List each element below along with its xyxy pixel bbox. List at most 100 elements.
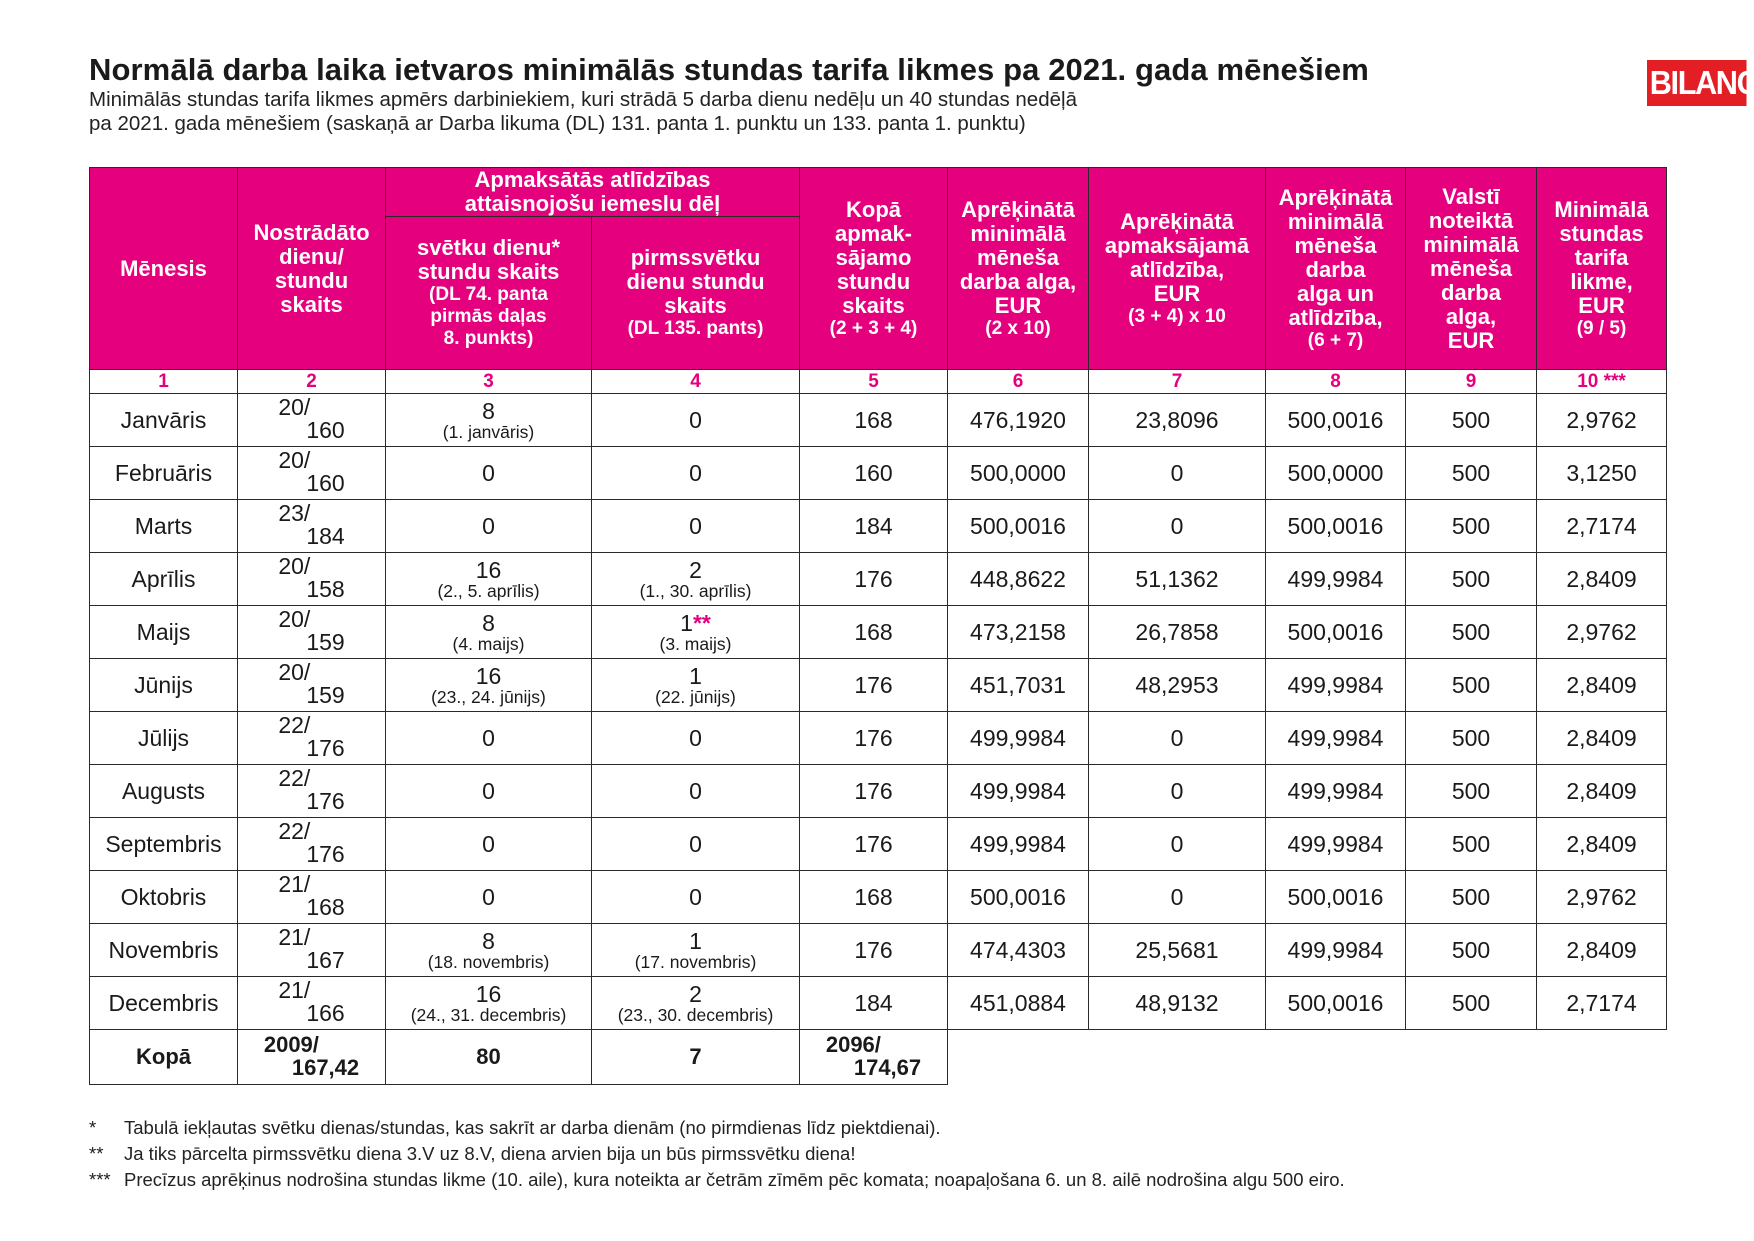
totals-empty (948, 1030, 1667, 1085)
cell-calc-sum: 499,9984 (1265, 658, 1406, 712)
cell-rate: 2,8409 (1536, 817, 1667, 871)
cell-total-hours: 176 (799, 711, 948, 765)
column-number: 5 (799, 369, 948, 394)
table-row: Oktobris 21/168 0 0 168 500,0016 0 500,0016 500 2… (89, 870, 1667, 924)
totals-days-hours: 2009/167,42 (237, 1029, 386, 1085)
table-row: Maijs 20/159 8 (4. maijs) 1** (3. maijs) 168 47… (89, 605, 1667, 659)
cell-holiday: 16 (2., 5. aprīlis) (385, 552, 592, 606)
page-subtitle: Minimālās stundas tarifa likmes apmērs d… (89, 88, 1439, 136)
cell-state-wage: 500 (1405, 817, 1537, 871)
cell-days-hours: 20/158 (237, 552, 386, 606)
cell-days-hours: 22/176 (237, 764, 386, 818)
cell-rate: 2,8409 (1536, 764, 1667, 818)
cell-holiday: 0 (385, 446, 592, 500)
table-row: Novembris 21/167 8 (18. novembris) 1 (17. nov… (89, 923, 1667, 977)
cell-calc-sum: 500,0016 (1265, 393, 1406, 447)
totals-hours: 2096/174,67 (799, 1029, 948, 1085)
table-row: Jūlijs 22/176 0 0 176 499,9984 0 499,9984 500 2,8… (89, 711, 1667, 765)
header-holiday: svētku dienu* stundu skaits (DL 74. pant… (385, 216, 592, 370)
cell-rate: 2,8409 (1536, 923, 1667, 977)
cell-state-wage: 500 (1405, 393, 1537, 447)
cell-total-hours: 168 (799, 393, 948, 447)
table-row: Jūnijs 20/159 16 (23., 24. jūnijs) 1 (22. jūn… (89, 658, 1667, 712)
cell-month: Maijs (89, 605, 238, 659)
cell-calc-sum: 500,0016 (1265, 499, 1406, 553)
header-calc-payment: Aprēķinātā apmaksājamā atlīdzība, EUR (3… (1088, 167, 1266, 370)
cell-calc-payment: 48,9132 (1088, 976, 1266, 1030)
totals-holiday: 80 (385, 1029, 592, 1085)
cell-calc-sum: 500,0016 (1265, 605, 1406, 659)
cell-calc-payment: 0 (1088, 711, 1266, 765)
cell-days-hours: 21/166 (237, 976, 386, 1030)
cell-calc-sum: 500,0016 (1265, 976, 1406, 1030)
cell-month: Augusts (89, 764, 238, 818)
cell-month: Decembris (89, 976, 238, 1030)
cell-days-hours: 21/168 (237, 870, 386, 924)
cell-calc-payment: 0 (1088, 870, 1266, 924)
cell-calc-wage: 500,0016 (947, 499, 1089, 553)
cell-holiday: 16 (24., 31. decembris) (385, 976, 592, 1030)
cell-holiday: 8 (4. maijs) (385, 605, 592, 659)
cell-calc-payment: 0 (1088, 764, 1266, 818)
cell-days-hours: 21/167 (237, 923, 386, 977)
header-paid-group: Apmaksātās atlīdzības attaisnojošu iemes… (385, 167, 800, 217)
table-row: Janvāris 20/160 8 (1. janvāris) 0 168 476,1920… (89, 393, 1667, 447)
cell-total-hours: 184 (799, 976, 948, 1030)
table-header: Mēnesis Nostrādāto dienu/ stundu skaits … (89, 167, 1667, 370)
column-number: 8 (1265, 369, 1406, 394)
cell-calc-sum: 499,9984 (1265, 711, 1406, 765)
cell-calc-wage: 448,8622 (947, 552, 1089, 606)
cell-holiday: 0 (385, 870, 592, 924)
header-days-hours: Nostrādāto dienu/ stundu skaits (237, 167, 386, 370)
header-calc-sum: Aprēķinātā minimālā mēneša darba alga un… (1265, 167, 1406, 370)
header-rate: Minimālā stundas tarifa likme, EUR (9 / … (1536, 167, 1667, 370)
cell-preholiday: 2 (1., 30. aprīlis) (591, 552, 800, 606)
cell-preholiday: 0 (591, 446, 800, 500)
cell-state-wage: 500 (1405, 446, 1537, 500)
cell-preholiday: 0 (591, 711, 800, 765)
bilance-logo: BILANCE (1647, 60, 1747, 106)
column-number-row: 1 2 3 4 5 6 7 8 9 10 *** (89, 369, 1667, 394)
cell-calc-sum: 499,9984 (1265, 552, 1406, 606)
cell-calc-sum: 500,0016 (1265, 870, 1406, 924)
cell-rate: 2,7174 (1536, 976, 1667, 1030)
cell-total-hours: 176 (799, 658, 948, 712)
cell-preholiday: 2 (23., 30. decembris) (591, 976, 800, 1030)
cell-holiday: 16 (23., 24. jūnijs) (385, 658, 592, 712)
cell-total-hours: 176 (799, 764, 948, 818)
footnote: * Tabulā iekļautas svētku dienas/stundas,… (89, 1117, 941, 1138)
footnote: *** Precīzus aprēķinus nodrošina stundas … (89, 1169, 1345, 1190)
cell-calc-sum: 499,9984 (1265, 923, 1406, 977)
header-calc-wage: Aprēķinātā minimālā mēneša darba alga, E… (947, 167, 1089, 370)
cell-calc-payment: 48,2953 (1088, 658, 1266, 712)
cell-rate: 2,8409 (1536, 658, 1667, 712)
cell-month: Marts (89, 499, 238, 553)
cell-calc-wage: 474,4303 (947, 923, 1089, 977)
cell-calc-wage: 499,9984 (947, 764, 1089, 818)
cell-month: Janvāris (89, 393, 238, 447)
cell-rate: 2,7174 (1536, 499, 1667, 553)
cell-days-hours: 23/184 (237, 499, 386, 553)
cell-month: Jūnijs (89, 658, 238, 712)
subtitle-line-2: pa 2021. gada mēnešiem (saskaņā ar Darba… (89, 112, 1026, 135)
cell-calc-sum: 499,9984 (1265, 817, 1406, 871)
cell-state-wage: 500 (1405, 552, 1537, 606)
cell-preholiday: 0 (591, 393, 800, 447)
cell-rate: 2,8409 (1536, 552, 1667, 606)
subtitle-line-1: Minimālās stundas tarifa likmes apmērs d… (89, 88, 1077, 111)
cell-total-hours: 176 (799, 923, 948, 977)
footnote: ** Ja tiks pārcelta pirmssvētku diena 3.V… (89, 1143, 856, 1164)
cell-preholiday: 0 (591, 499, 800, 553)
cell-calc-payment: 0 (1088, 817, 1266, 871)
cell-state-wage: 500 (1405, 976, 1537, 1030)
cell-calc-payment: 25,5681 (1088, 923, 1266, 977)
column-number: 9 (1405, 369, 1537, 394)
totals-row: Kopā 2009/167,42 80 7 2096/174,67 (89, 1029, 1667, 1085)
column-number: 1 (89, 369, 238, 394)
cell-calc-wage: 500,0000 (947, 446, 1089, 500)
table-row: Marts 23/184 0 0 184 500,0016 0 500,0016 500 2,71… (89, 499, 1667, 553)
cell-total-hours: 168 (799, 870, 948, 924)
cell-preholiday: 0 (591, 764, 800, 818)
cell-preholiday: 0 (591, 870, 800, 924)
cell-month: Novembris (89, 923, 238, 977)
